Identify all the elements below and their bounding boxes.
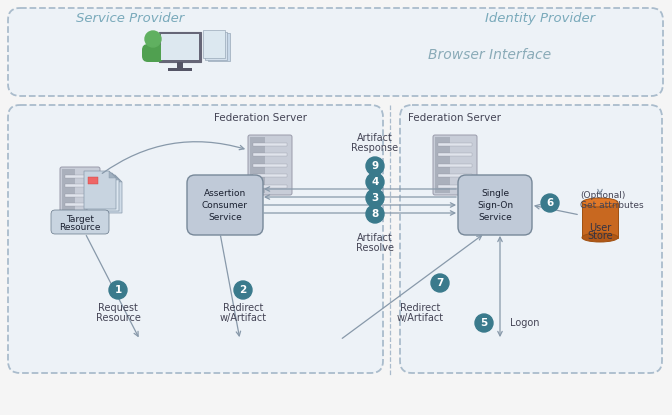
Circle shape	[109, 281, 127, 299]
Text: Request: Request	[98, 303, 138, 313]
Text: Get attributes: Get attributes	[580, 200, 644, 210]
Bar	[168, 68, 192, 71]
FancyBboxPatch shape	[248, 135, 292, 195]
Text: w/Artifact: w/Artifact	[396, 313, 444, 323]
Text: Redirect: Redirect	[400, 303, 440, 313]
Text: Assertion: Assertion	[204, 188, 246, 198]
Text: Resolve: Resolve	[356, 243, 394, 253]
Text: Sign-On: Sign-On	[477, 200, 513, 210]
Bar	[253, 153, 287, 156]
FancyBboxPatch shape	[8, 8, 663, 96]
Text: 2: 2	[239, 285, 247, 295]
Bar	[438, 153, 472, 156]
Bar	[250, 137, 265, 193]
Bar	[88, 177, 98, 184]
Text: Browser Interface: Browser Interface	[429, 48, 552, 62]
Bar	[253, 164, 287, 166]
Text: Response: Response	[351, 143, 398, 153]
Text: Federation Server: Federation Server	[214, 113, 306, 123]
Text: Logon: Logon	[510, 318, 540, 328]
Circle shape	[431, 274, 449, 292]
Text: Artifact: Artifact	[357, 133, 393, 143]
Bar	[435, 137, 450, 193]
Bar	[438, 164, 472, 166]
Text: Resource: Resource	[95, 313, 140, 323]
Text: 1: 1	[114, 285, 122, 295]
Polygon shape	[90, 175, 122, 213]
Circle shape	[366, 173, 384, 191]
Bar	[65, 203, 95, 206]
Circle shape	[366, 189, 384, 207]
Polygon shape	[84, 171, 116, 209]
Polygon shape	[109, 171, 116, 178]
Bar	[203, 30, 225, 58]
Text: Artifact: Artifact	[357, 233, 393, 243]
Text: (Optional): (Optional)	[580, 190, 626, 200]
Bar	[582, 203, 618, 237]
Text: Resource: Resource	[59, 222, 101, 232]
Polygon shape	[87, 173, 119, 211]
Circle shape	[541, 194, 559, 212]
FancyBboxPatch shape	[187, 175, 263, 235]
Text: Target: Target	[66, 215, 94, 224]
Text: Redirect: Redirect	[223, 303, 263, 313]
Polygon shape	[115, 175, 122, 182]
Text: 5: 5	[480, 318, 488, 328]
Ellipse shape	[582, 198, 618, 207]
FancyBboxPatch shape	[458, 175, 532, 235]
FancyBboxPatch shape	[433, 135, 477, 195]
Text: 6: 6	[546, 198, 554, 208]
Bar	[438, 174, 472, 177]
Polygon shape	[112, 173, 119, 180]
Text: 9: 9	[372, 161, 378, 171]
Text: 7: 7	[436, 278, 444, 288]
Text: 8: 8	[372, 209, 378, 219]
Ellipse shape	[582, 233, 618, 242]
Text: 3: 3	[372, 193, 378, 203]
Bar	[253, 142, 287, 146]
FancyBboxPatch shape	[400, 105, 662, 373]
Bar	[438, 142, 472, 146]
Text: Single: Single	[481, 188, 509, 198]
Circle shape	[366, 205, 384, 223]
Text: Service: Service	[208, 212, 242, 222]
Text: User: User	[589, 223, 611, 233]
Bar	[161, 34, 199, 60]
Text: 4: 4	[372, 177, 379, 187]
Bar	[253, 185, 287, 188]
FancyBboxPatch shape	[51, 210, 109, 234]
Text: Store: Store	[587, 231, 613, 241]
FancyBboxPatch shape	[8, 105, 383, 373]
Bar	[65, 193, 95, 196]
Text: Consumer: Consumer	[202, 200, 248, 210]
FancyBboxPatch shape	[159, 32, 201, 62]
Bar	[208, 33, 230, 61]
Bar	[65, 184, 95, 187]
Circle shape	[145, 31, 161, 47]
Bar	[438, 185, 472, 188]
Bar	[65, 174, 95, 178]
Bar	[177, 62, 183, 68]
Text: Service: Service	[478, 212, 512, 222]
Text: w/Artifact: w/Artifact	[220, 313, 267, 323]
FancyBboxPatch shape	[142, 44, 164, 62]
FancyBboxPatch shape	[60, 167, 100, 223]
Bar	[65, 212, 95, 215]
Text: Identity Provider: Identity Provider	[485, 12, 595, 24]
Circle shape	[234, 281, 252, 299]
Bar	[205, 32, 227, 59]
Bar	[62, 169, 75, 221]
Circle shape	[366, 157, 384, 175]
Text: Service Provider: Service Provider	[76, 12, 184, 24]
Bar	[253, 174, 287, 177]
Text: Federation Server: Federation Server	[409, 113, 501, 123]
Circle shape	[475, 314, 493, 332]
